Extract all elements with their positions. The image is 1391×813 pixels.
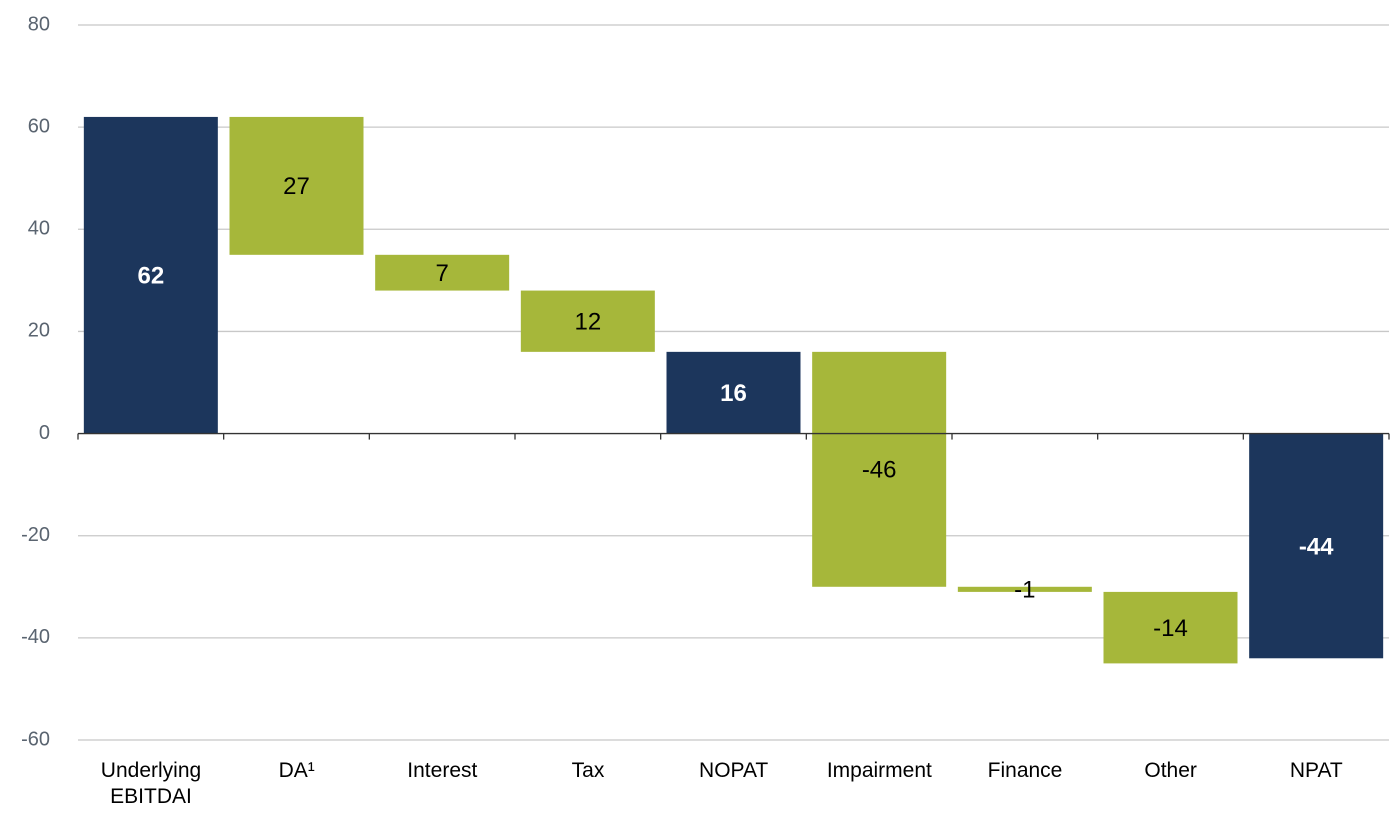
data-label: 16	[720, 380, 747, 407]
data-label: 27	[283, 173, 310, 200]
data-label: 62	[137, 263, 164, 290]
x-tick-label: Underlying EBITDAI	[100, 759, 202, 808]
x-tick-label: Other	[1144, 759, 1197, 782]
data-label: -1	[1014, 577, 1035, 604]
y-tick-label: 80	[28, 13, 50, 35]
bar	[1249, 433, 1384, 659]
y-tick-label: -60	[21, 728, 50, 750]
y-tick-label: 40	[28, 218, 50, 240]
x-tick-label: DA¹	[278, 759, 315, 782]
x-tick-label: Tax	[571, 759, 605, 782]
data-label: -14	[1153, 615, 1188, 642]
bar	[375, 254, 510, 291]
x-tick-label: Finance	[987, 759, 1063, 782]
x-tick-label: NOPAT	[699, 759, 769, 782]
y-tick-label: 60	[28, 115, 50, 137]
y-tick-label: -20	[21, 524, 50, 546]
x-tick-label: Interest	[407, 759, 478, 782]
data-label: 7	[435, 260, 448, 287]
x-tick-label: NPAT	[1289, 759, 1343, 782]
data-label: -44	[1299, 533, 1334, 560]
y-tick-label: 20	[28, 320, 50, 342]
bar	[666, 351, 801, 434]
data-label: -46	[862, 457, 897, 484]
bar	[229, 116, 364, 255]
bar	[520, 290, 655, 352]
bar	[812, 351, 947, 587]
y-tick-label: 0	[39, 422, 50, 444]
x-tick-label: Impairment	[826, 759, 932, 782]
bar	[1103, 591, 1238, 664]
y-tick-label: -40	[21, 626, 50, 648]
data-label: 12	[574, 309, 601, 336]
bar	[957, 586, 1092, 592]
bar	[83, 116, 218, 434]
